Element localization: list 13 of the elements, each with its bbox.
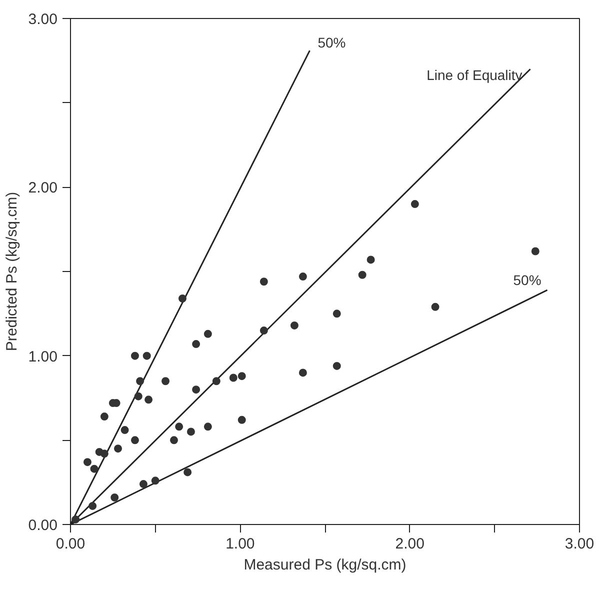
x-tick-label: 0.00 — [56, 536, 86, 552]
series-label: 50% — [318, 34, 346, 51]
series-label: 50% — [513, 272, 542, 288]
x-tick-label: 1.00 — [226, 536, 255, 552]
x-tick-label: 2.00 — [395, 536, 424, 552]
x-axis-title: Measured Ps (kg/sq.cm) — [244, 556, 406, 574]
x-tick-label: 3.00 — [564, 536, 594, 552]
y-tick-label: 1.00 — [28, 348, 58, 366]
y-tick-label: 2.00 — [28, 180, 58, 197]
y-tick-label: 0.00 — [28, 517, 58, 534]
y-axis-title: Predicted Ps (kg/sq.cm) — [3, 192, 20, 352]
y-tick-label: 3.00 — [28, 11, 58, 28]
series-label: Line of Equality — [426, 67, 522, 84]
